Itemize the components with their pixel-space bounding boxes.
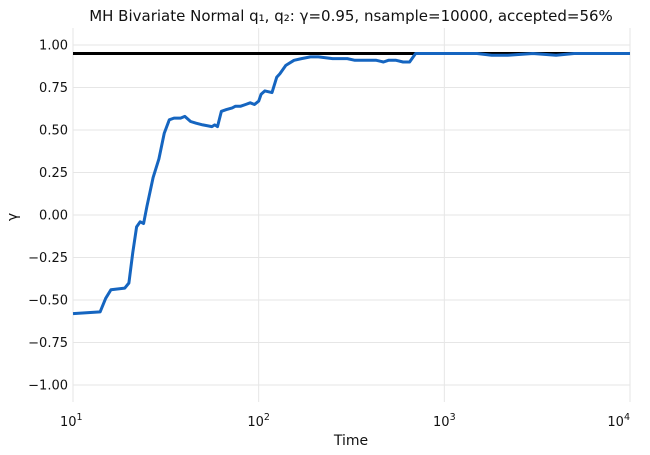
y-axis-label: γ bbox=[5, 213, 21, 221]
y-tick-label: −0.75 bbox=[28, 336, 68, 351]
y-tick-label: 0.50 bbox=[39, 124, 68, 139]
y-tick-labels: 1.00 0.75 0.50 0.25 0.00 −0.25 −0.50 −0.75 −1.00 bbox=[28, 39, 68, 394]
y-tick-label: −0.50 bbox=[28, 294, 68, 309]
series-line bbox=[72, 52, 630, 316]
x-tick-label: 103 bbox=[433, 412, 456, 430]
x-tick-label: 104 bbox=[607, 412, 630, 430]
x-tick-labels: 101 102 103 104 bbox=[60, 412, 630, 430]
y-tick-label: 0.00 bbox=[39, 209, 68, 224]
y-tick-label: −1.00 bbox=[28, 379, 68, 394]
x-axis-label: Time bbox=[333, 433, 368, 449]
x-tick-label: 102 bbox=[247, 412, 270, 430]
x-tick-label: 101 bbox=[60, 412, 83, 430]
chart-title: MH Bivariate Normal q₁, q₂: γ=0.95, nsam… bbox=[89, 7, 613, 25]
series-group bbox=[72, 52, 630, 316]
y-tick-label: −0.25 bbox=[28, 251, 68, 266]
y-tick-label: 0.25 bbox=[39, 166, 68, 181]
y-tick-label: 1.00 bbox=[39, 39, 68, 54]
grid-lines bbox=[72, 28, 631, 402]
y-tick-label: 0.75 bbox=[39, 81, 68, 96]
